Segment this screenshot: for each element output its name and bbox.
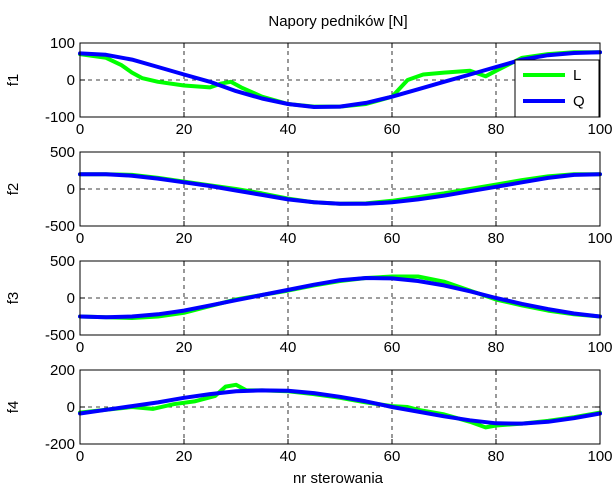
y-tick-label: -500: [45, 327, 75, 344]
y-tick-label: 0: [67, 72, 75, 89]
x-tick-label: 80: [488, 121, 505, 138]
y-tick-label: 0: [67, 290, 75, 307]
x-tick-label: 20: [176, 448, 193, 465]
x-tick-label: 40: [280, 230, 297, 247]
x-tick-label: 60: [384, 230, 401, 247]
x-tick-label: 80: [488, 339, 505, 356]
x-tick-label: 40: [280, 121, 297, 138]
y-tick-label: 500: [50, 144, 75, 161]
x-tick-label: 80: [488, 230, 505, 247]
x-tick-label: 60: [384, 339, 401, 356]
x-tick-label: 100: [587, 121, 612, 138]
y-tick-label: -500: [45, 218, 75, 235]
x-tick-label: 0: [76, 448, 84, 465]
series-line-Q: [78, 388, 602, 426]
chart-title: Napory pedników [N]: [268, 13, 407, 30]
x-tick-label: 0: [76, 339, 84, 356]
y-tick-label: 0: [67, 399, 75, 416]
legend-label-L: L: [573, 67, 581, 84]
x-tick-label: 40: [280, 339, 297, 356]
x-tick-label: 80: [488, 448, 505, 465]
x-tick-label: 100: [587, 339, 612, 356]
series-line-Q: [78, 172, 602, 206]
y-axis-label-f2: f2: [5, 183, 22, 196]
x-tick-label: 60: [384, 448, 401, 465]
x-axis-label: nr sterowania: [293, 470, 384, 487]
x-tick-label: 0: [76, 121, 84, 138]
legend-box: [514, 59, 600, 118]
legend: LQ: [514, 59, 600, 118]
x-tick-label: 20: [176, 230, 193, 247]
x-tick-label: 100: [587, 448, 612, 465]
x-tick-label: 20: [176, 121, 193, 138]
y-axis-label-f1: f1: [5, 74, 22, 87]
y-tick-label: 100: [50, 35, 75, 52]
x-tick-label: 100: [587, 230, 612, 247]
y-tick-label: 0: [67, 181, 75, 198]
x-tick-label: 60: [384, 121, 401, 138]
series-line-Q: [78, 276, 602, 320]
y-tick-label: 500: [50, 253, 75, 270]
y-tick-label: 200: [50, 362, 75, 379]
x-tick-label: 0: [76, 230, 84, 247]
x-tick-label: 20: [176, 339, 193, 356]
series-line-Q: [78, 50, 602, 109]
y-axis-label-f3: f3: [5, 292, 22, 305]
x-tick-label: 40: [280, 448, 297, 465]
y-tick-label: -100: [45, 109, 75, 126]
legend-label-Q: Q: [573, 93, 585, 110]
y-tick-label: -200: [45, 436, 75, 453]
y-axis-label-f4: f4: [5, 401, 22, 414]
